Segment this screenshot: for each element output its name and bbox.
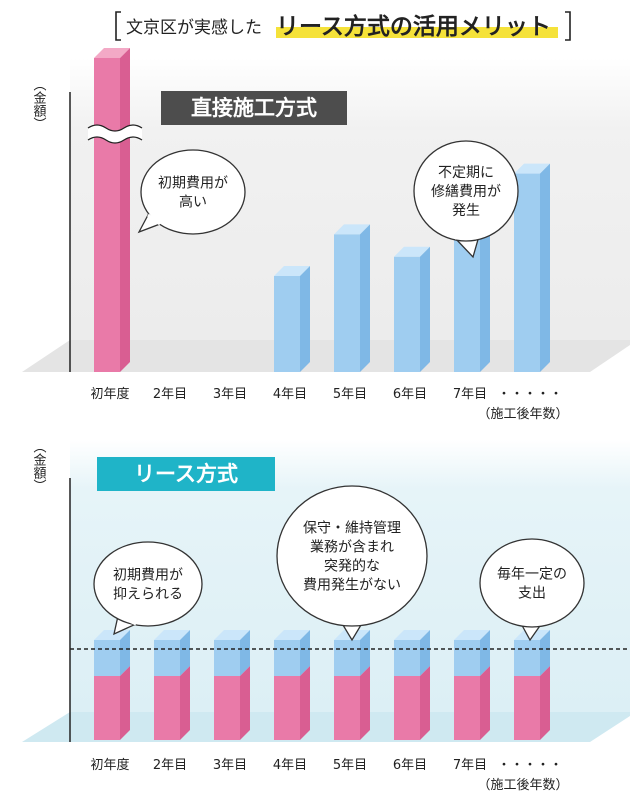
segment-lease-cost	[514, 666, 550, 740]
x-tick-label: 3年目	[213, 387, 247, 402]
segment-lease-cost	[394, 666, 430, 740]
segment-lease-cost	[94, 666, 130, 740]
x-tick-label: 初年度	[90, 386, 129, 402]
title-main: リース方式の活用メリット	[276, 13, 551, 40]
annotation-line: 不定期に	[438, 165, 494, 181]
segment-maintenance	[394, 630, 430, 676]
x-tick-label: ・・・・・	[497, 758, 562, 773]
bar-year-6	[394, 246, 430, 372]
x-tick-label: ・・・・・	[497, 387, 562, 402]
title-prefix: 文京区が実感した	[126, 18, 262, 38]
annotation-line: 発生	[452, 203, 480, 219]
annotation-line: 初期費用が	[113, 567, 183, 584]
title-group: 文京区が実感した リース方式の活用メリット	[115, 11, 571, 41]
annotation-line: 費用発生がない	[303, 577, 401, 593]
top-banner	[161, 91, 347, 125]
top-banner-label: 直接施工方式	[191, 96, 317, 120]
annotation-line: 初期費用が	[158, 175, 228, 192]
x-tick-label: 2年目	[153, 387, 187, 402]
segment-maintenance	[154, 630, 190, 676]
x-tick-label: 初年度	[90, 757, 129, 773]
stacked-bar-year-1	[94, 630, 130, 740]
segment-lease-cost	[154, 666, 190, 740]
chart-direct: （金額） 直接施工方式 初年度 2年目 3年目 4年目 5年目 6年目 7年目 ・・・・・ （…	[22, 48, 630, 422]
annotation-line: 突発的な	[324, 558, 380, 574]
stacked-bar-year-3	[214, 630, 250, 740]
title-highlight	[276, 27, 558, 38]
segment-maintenance	[214, 630, 250, 676]
x-tick-label: 2年目	[153, 758, 187, 773]
stacked-bar-year-8	[514, 630, 550, 740]
bar-year-8	[514, 163, 550, 372]
bottom-xlabels: 初年度 2年目 3年目 4年目 5年目 6年目 7年目 ・・・・・	[90, 757, 562, 773]
x-tick-label: 6年目	[393, 387, 427, 402]
stacked-bar-year-2	[154, 630, 190, 740]
annotation-line: 毎年一定の	[497, 567, 567, 583]
top-ylabel: （金額）	[31, 78, 47, 130]
annotation-line: 保守・維持管理	[303, 521, 401, 537]
segment-maintenance	[94, 630, 130, 676]
bar-year-5	[334, 224, 370, 372]
segment-maintenance	[514, 630, 550, 676]
annotation-line: 抑えられる	[113, 586, 183, 602]
bar-year-1	[94, 48, 130, 372]
stacked-bar-year-6	[394, 630, 430, 740]
segment-lease-cost	[334, 666, 370, 740]
bar-year-4	[274, 266, 310, 372]
segment-lease-cost	[454, 666, 490, 740]
x-tick-label: 4年目	[273, 758, 307, 773]
annotation-line: 支出	[518, 585, 546, 601]
title-bracket-left	[115, 11, 121, 41]
segment-lease-cost	[274, 666, 310, 740]
top-xlabel: （施工後年数）	[477, 407, 568, 422]
x-tick-label: 7年目	[453, 758, 487, 773]
stacked-bar-year-5	[334, 630, 370, 740]
axis-break	[87, 124, 143, 144]
segment-lease-cost	[214, 666, 250, 740]
title-bracket-right	[565, 11, 571, 41]
x-tick-label: 7年目	[453, 387, 487, 402]
stacked-bar-year-7	[454, 630, 490, 740]
annotation-line: 業務が含まれ	[310, 540, 394, 556]
stacked-bar-year-4	[274, 630, 310, 740]
annotation-line: 修繕費用が	[431, 184, 501, 200]
x-tick-label: 3年目	[213, 758, 247, 773]
bottom-ylabel: （金額）	[31, 440, 47, 492]
bottom-annotations: 初期費用が抑えられる保守・維持管理業務が含まれ突発的な費用発生がない毎年一定の支…	[93, 485, 585, 642]
annotation-line: 高い	[179, 193, 207, 210]
chart-lease: （金額） リース方式 初年度 2年目 3年目 4年目 5年目 6年目 7年目 ・・・・・ （施…	[22, 440, 630, 793]
bottom-banner	[97, 457, 275, 491]
top-xlabels: 初年度 2年目 3年目 4年目 5年目 6年目 7年目 ・・・・・	[90, 386, 562, 402]
x-tick-label: 5年目	[333, 387, 367, 402]
bottom-banner-label: リース方式	[134, 462, 238, 486]
x-tick-label: 5年目	[333, 758, 367, 773]
bottom-xlabel: （施工後年数）	[477, 778, 568, 793]
x-tick-label: 4年目	[273, 387, 307, 402]
segment-maintenance	[454, 630, 490, 676]
x-tick-label: 6年目	[393, 758, 427, 773]
segment-maintenance	[274, 630, 310, 676]
